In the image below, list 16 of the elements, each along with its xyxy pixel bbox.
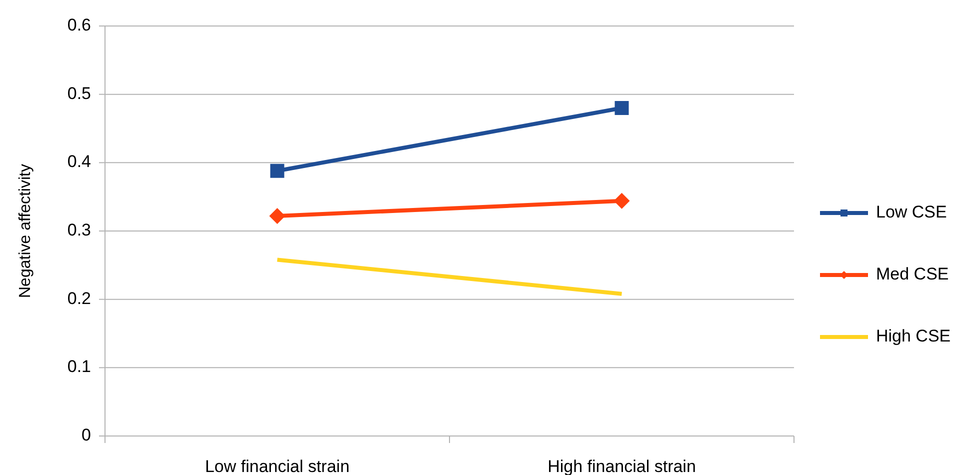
point: [614, 101, 629, 115]
y-tick-label: 0.1: [67, 357, 91, 376]
x-tick-label: Low financial strain: [204, 457, 350, 475]
legend-label: High CSE: [876, 326, 951, 346]
y-axis-title: Negative affectivity: [17, 164, 34, 298]
y-tick-label: 0: [82, 425, 91, 444]
y-tick-label: 0.6: [67, 15, 91, 34]
legend-label: Med CSE: [876, 264, 949, 284]
y-tick-label: 0.3: [67, 220, 91, 240]
point: [270, 164, 284, 178]
y-tick-label: 0.2: [67, 288, 91, 308]
point: [614, 192, 630, 209]
y-tick-label: 0.5: [67, 84, 91, 103]
legend-label: Low CSE: [876, 202, 947, 222]
y-tick-label: 0.4: [67, 152, 91, 172]
point: [269, 208, 286, 224]
